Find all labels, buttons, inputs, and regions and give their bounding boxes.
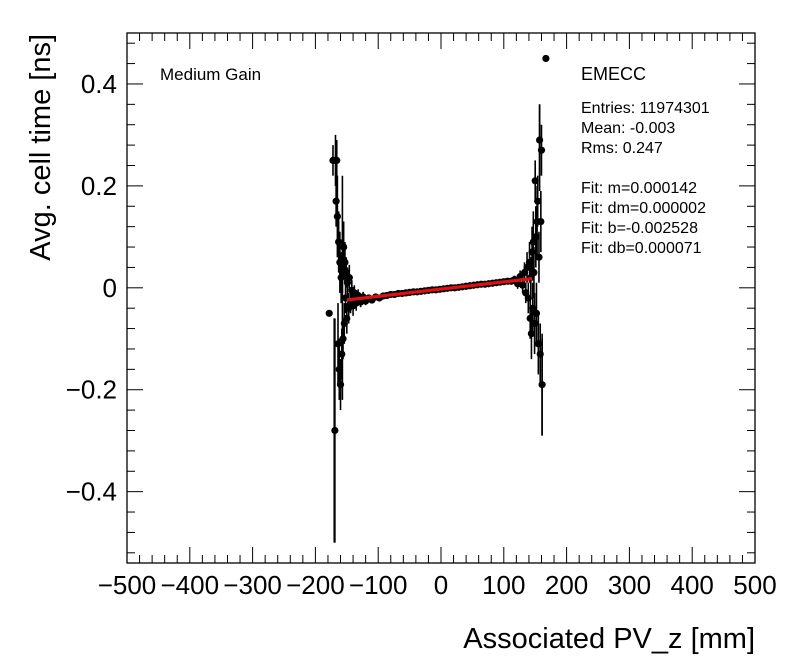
axis-ticks xyxy=(126,33,756,563)
stats-line: Fit: m=0.000142 xyxy=(581,180,697,197)
data-point xyxy=(537,190,545,253)
point-marker xyxy=(542,54,550,63)
x-tick-label: −200 xyxy=(286,570,345,600)
stats-line: Rms: 0.247 xyxy=(581,140,663,157)
x-tick-label: 100 xyxy=(482,570,525,600)
point-marker xyxy=(534,197,542,205)
data-point xyxy=(345,264,353,291)
gain-label: Medium Gain xyxy=(160,65,261,84)
data-point xyxy=(542,54,550,63)
point-marker xyxy=(519,281,527,289)
y-tick-labels: −0.4 −0.2 0 0.2 0.4 xyxy=(66,69,117,507)
stats-line: Fit: dm=0.000002 xyxy=(581,200,706,217)
y-axis-title: Avg. cell time [ns] xyxy=(25,34,57,261)
point-marker xyxy=(325,309,333,317)
x-tick-label: 500 xyxy=(733,570,776,600)
x-tick-label: 200 xyxy=(545,570,588,600)
x-tick-labels: −500 −400 −300 −200 −100 0 100 200 300 400 500 xyxy=(98,570,777,600)
x-tick-label: 0 xyxy=(434,570,448,600)
stats-line: Entries: 11974301 xyxy=(581,100,710,117)
point-marker xyxy=(333,212,341,221)
x-tick-label: 400 xyxy=(671,570,714,600)
data-point xyxy=(325,309,333,317)
x-tick-label: 300 xyxy=(608,570,651,600)
point-marker xyxy=(332,197,340,205)
x-tick-label: −100 xyxy=(349,570,408,600)
fit-line xyxy=(346,277,533,302)
x-axis-title: Associated PV_z [mm] xyxy=(463,623,755,655)
y-tick-label: 0 xyxy=(103,273,117,303)
x-tick-label: −300 xyxy=(223,570,282,600)
data-point xyxy=(535,231,543,283)
stats-line: Fit: db=0.000071 xyxy=(581,240,702,257)
y-tick-label: 0.2 xyxy=(81,171,117,201)
point-marker xyxy=(333,156,341,165)
point-marker xyxy=(530,268,538,277)
point-marker xyxy=(535,253,543,261)
point-marker xyxy=(340,243,348,251)
y-tick-label: 0.4 xyxy=(81,69,117,99)
stats-line: Mean: -0.003 xyxy=(581,120,675,137)
x-tick-label: −500 xyxy=(98,570,157,600)
data-point xyxy=(534,175,542,227)
stats-box: EMECC Entries: 11974301 Mean: -0.003 Rms… xyxy=(581,64,710,257)
stats-line: Fit: b=-0.002528 xyxy=(581,220,698,237)
data-point xyxy=(530,247,538,298)
point-marker xyxy=(345,274,353,282)
x-tick-label: −400 xyxy=(161,570,220,600)
point-marker xyxy=(537,217,545,226)
stats-title: EMECC xyxy=(581,64,646,84)
y-tick-label: −0.2 xyxy=(66,375,117,405)
y-tick-label: −0.4 xyxy=(66,477,117,507)
data-point xyxy=(333,140,341,181)
